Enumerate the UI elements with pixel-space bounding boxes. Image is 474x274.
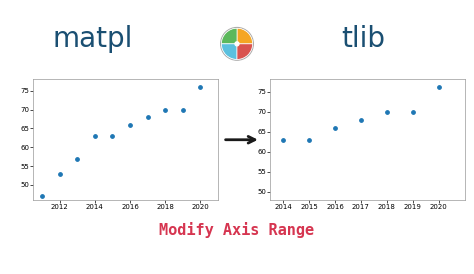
Point	[91, 134, 99, 138]
Point	[56, 172, 64, 176]
Point	[197, 85, 204, 89]
Point	[383, 109, 391, 114]
Point	[73, 156, 81, 161]
Point	[162, 107, 169, 112]
Wedge shape	[237, 44, 253, 59]
Point	[144, 115, 151, 119]
Point	[228, 178, 235, 182]
Point	[179, 107, 187, 112]
Wedge shape	[237, 28, 253, 44]
Wedge shape	[221, 28, 237, 44]
Point	[201, 202, 209, 206]
Point	[279, 138, 287, 142]
Text: matpl: matpl	[52, 25, 133, 53]
Point	[38, 194, 46, 198]
Point	[126, 122, 134, 127]
Point	[331, 125, 339, 130]
Text: tlib: tlib	[341, 25, 385, 53]
Point	[435, 85, 442, 90]
Point	[305, 138, 313, 142]
Point	[109, 134, 116, 138]
Point	[254, 162, 261, 166]
Text: Modify Axis Range: Modify Axis Range	[159, 222, 315, 238]
Point	[409, 109, 417, 114]
Circle shape	[235, 42, 239, 46]
Point	[357, 118, 365, 122]
Wedge shape	[221, 44, 237, 59]
